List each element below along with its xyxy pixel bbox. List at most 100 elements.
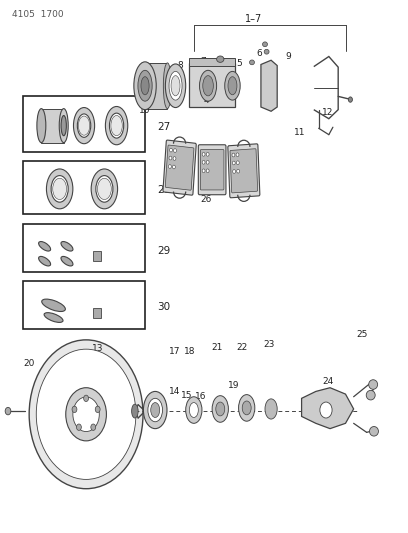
Ellipse shape: [242, 401, 251, 415]
Text: 3: 3: [169, 96, 175, 105]
Ellipse shape: [47, 169, 73, 209]
Ellipse shape: [189, 402, 198, 417]
Text: 22: 22: [237, 343, 248, 352]
Ellipse shape: [216, 402, 225, 416]
Ellipse shape: [233, 169, 235, 173]
Ellipse shape: [250, 60, 255, 64]
Text: 10: 10: [139, 106, 151, 115]
Bar: [145, 63, 167, 109]
FancyBboxPatch shape: [230, 149, 258, 193]
Ellipse shape: [109, 113, 124, 138]
Ellipse shape: [369, 379, 378, 389]
Ellipse shape: [98, 178, 111, 199]
Ellipse shape: [73, 108, 95, 144]
Ellipse shape: [366, 390, 375, 400]
Ellipse shape: [206, 169, 209, 173]
Text: 2: 2: [147, 97, 153, 106]
Ellipse shape: [236, 161, 239, 165]
Ellipse shape: [53, 178, 67, 199]
Text: 25: 25: [357, 330, 368, 339]
Ellipse shape: [237, 169, 239, 173]
FancyBboxPatch shape: [163, 140, 196, 195]
Ellipse shape: [111, 116, 122, 136]
Ellipse shape: [348, 97, 353, 102]
Ellipse shape: [232, 153, 235, 157]
Text: 28: 28: [157, 185, 171, 196]
Ellipse shape: [66, 387, 106, 441]
Ellipse shape: [239, 394, 255, 421]
Ellipse shape: [263, 42, 267, 47]
Ellipse shape: [203, 76, 213, 96]
Ellipse shape: [138, 70, 152, 101]
Text: 4105  1700: 4105 1700: [12, 10, 64, 19]
Ellipse shape: [170, 148, 173, 152]
Text: 17: 17: [169, 347, 181, 356]
Polygon shape: [261, 60, 277, 111]
FancyBboxPatch shape: [200, 150, 224, 190]
Ellipse shape: [202, 169, 205, 173]
Text: 30: 30: [157, 302, 171, 312]
Ellipse shape: [84, 395, 89, 401]
Ellipse shape: [171, 76, 180, 96]
Bar: [188, 58, 235, 66]
Ellipse shape: [202, 160, 205, 164]
Ellipse shape: [37, 109, 46, 143]
Ellipse shape: [217, 56, 224, 62]
Ellipse shape: [61, 241, 73, 251]
FancyBboxPatch shape: [165, 145, 194, 190]
Bar: [23, 96, 145, 152]
FancyBboxPatch shape: [228, 144, 260, 198]
Ellipse shape: [42, 299, 65, 311]
Text: 26: 26: [200, 195, 211, 204]
Ellipse shape: [169, 165, 171, 168]
Ellipse shape: [370, 426, 379, 436]
Ellipse shape: [169, 71, 182, 100]
Ellipse shape: [96, 175, 113, 202]
Text: 19: 19: [228, 381, 240, 390]
Ellipse shape: [141, 77, 149, 95]
Text: 14: 14: [169, 387, 180, 397]
Bar: [188, 63, 235, 107]
Text: 7: 7: [200, 57, 206, 66]
Ellipse shape: [165, 64, 186, 108]
Ellipse shape: [202, 152, 205, 156]
Ellipse shape: [173, 157, 176, 160]
Ellipse shape: [5, 407, 11, 415]
Bar: [23, 224, 145, 272]
Text: 23: 23: [263, 340, 274, 349]
Ellipse shape: [200, 70, 217, 101]
Text: 21: 21: [211, 343, 223, 352]
Ellipse shape: [206, 160, 209, 164]
Ellipse shape: [39, 256, 51, 266]
Text: 29: 29: [157, 246, 171, 255]
Ellipse shape: [134, 62, 156, 110]
Ellipse shape: [61, 116, 67, 136]
Ellipse shape: [61, 256, 73, 266]
Text: 16: 16: [195, 392, 206, 401]
Ellipse shape: [76, 424, 81, 430]
Polygon shape: [302, 387, 354, 429]
Ellipse shape: [59, 109, 68, 143]
Text: 5: 5: [237, 59, 242, 68]
Bar: [93, 251, 101, 261]
Ellipse shape: [105, 107, 128, 145]
Ellipse shape: [174, 149, 176, 152]
Ellipse shape: [44, 313, 63, 322]
Bar: [93, 308, 101, 318]
Ellipse shape: [73, 397, 99, 432]
Text: 11: 11: [293, 127, 305, 136]
Bar: [41, 109, 64, 143]
Ellipse shape: [148, 398, 162, 422]
Ellipse shape: [36, 349, 136, 479]
Text: 13: 13: [92, 344, 104, 353]
Ellipse shape: [29, 340, 143, 489]
Ellipse shape: [228, 77, 237, 95]
Ellipse shape: [173, 165, 175, 169]
Ellipse shape: [132, 404, 138, 418]
Ellipse shape: [51, 175, 68, 202]
Ellipse shape: [320, 402, 332, 418]
Ellipse shape: [72, 406, 77, 413]
Ellipse shape: [232, 161, 235, 165]
Text: 12: 12: [322, 108, 333, 117]
Ellipse shape: [264, 50, 269, 54]
